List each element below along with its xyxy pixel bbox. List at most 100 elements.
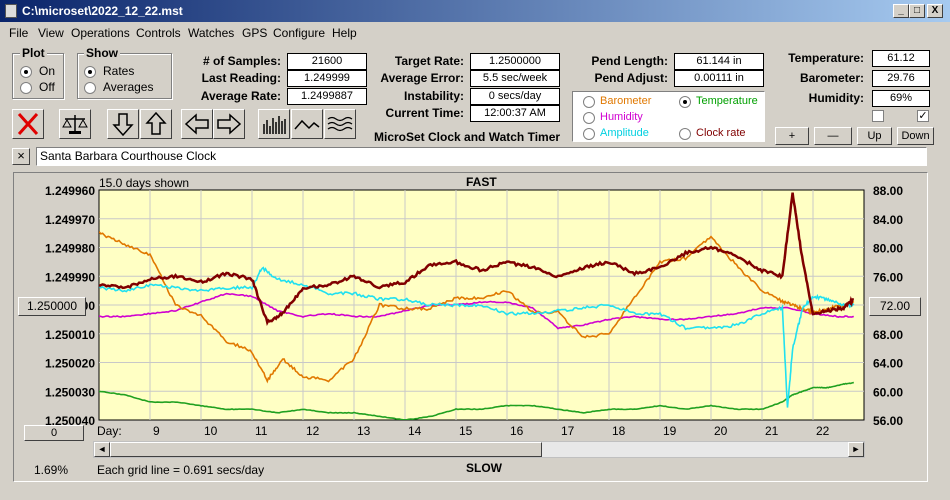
instability-label: Instability: <box>403 89 464 103</box>
scroll-thumb[interactable] <box>110 442 542 457</box>
average-rate-label: Average Rate: <box>200 89 281 103</box>
right-tick-label: 80.00 <box>873 242 903 256</box>
menu-watches[interactable]: Watches <box>188 26 235 40</box>
menu-operations[interactable]: Operations <box>71 26 130 40</box>
average-error-label: Average Error: <box>380 71 464 85</box>
balance-icon <box>62 115 88 134</box>
plot-on-label: On <box>39 64 56 78</box>
series-line-amplitude <box>99 266 855 408</box>
menu-gps[interactable]: GPS <box>242 26 268 40</box>
up-arrow-button[interactable] <box>140 109 172 139</box>
maximize-button[interactable]: □ <box>909 4 925 18</box>
last-reading-label: Last Reading: <box>201 71 281 85</box>
show-rates-radio[interactable] <box>84 66 96 78</box>
plot-off-radio[interactable] <box>20 82 32 94</box>
scale-minus-button[interactable]: — <box>814 127 852 145</box>
day-tick-label: 15 <box>459 424 473 438</box>
humidity-label: Humidity: <box>808 91 864 105</box>
scroll-left-button[interactable]: ◄ <box>94 442 110 457</box>
day-tick-label: 21 <box>765 424 779 438</box>
menu-configure[interactable]: Configure <box>273 26 326 40</box>
app-icon <box>5 4 17 18</box>
scroll-right-button[interactable]: ► <box>848 442 864 457</box>
series-barometer-radio[interactable] <box>583 96 595 108</box>
right-tick-label: 56.00 <box>873 414 903 428</box>
left-tick-label: 1.249960 <box>45 184 95 198</box>
current-time-label: Current Time: <box>385 106 464 120</box>
samples-field: 21600 <box>287 53 367 70</box>
day-tick-label: 13 <box>357 424 371 438</box>
balance-button[interactable] <box>59 109 91 139</box>
left-tick-label: 1.249970 <box>45 213 95 227</box>
temperature-field: 61.12 <box>872 50 930 67</box>
plot-on-radio[interactable] <box>20 66 32 78</box>
checkbox-2[interactable]: ✓ <box>917 110 929 122</box>
right-tick-label: 76.00 <box>873 270 903 284</box>
plot-off-label: Off <box>39 80 55 94</box>
time-scrollbar[interactable]: ◄ ► <box>93 441 865 458</box>
show-group-title: Show <box>84 46 120 60</box>
series-clockrate-label: Clock rate <box>696 127 746 139</box>
menu-view[interactable]: View <box>38 26 64 40</box>
scale-up-button[interactable]: Up <box>857 127 892 145</box>
barometer-field: 29.76 <box>872 70 930 87</box>
close-button[interactable]: X <box>927 4 943 18</box>
checkbox-1[interactable] <box>872 110 884 122</box>
show-averages-radio[interactable] <box>84 82 96 94</box>
series-clockrate-radio[interactable] <box>679 128 691 140</box>
series-amplitude-radio[interactable] <box>583 128 595 140</box>
day-tick-label: 20 <box>714 424 728 438</box>
left-tick-label: 1.250020 <box>45 357 95 371</box>
right-arrow-icon <box>217 113 242 135</box>
line-graph-button[interactable] <box>291 109 323 139</box>
series-temperature-radio[interactable] <box>679 96 691 108</box>
menu-help[interactable]: Help <box>332 26 357 40</box>
average-rate-field: 1.2499887 <box>287 88 367 105</box>
right-center-value[interactable]: 72.00 <box>869 297 921 316</box>
title-bar: C:\microset\2022_12_22.mst _ □ X <box>0 0 950 22</box>
fast-label: FAST <box>466 175 497 189</box>
scale-down-button[interactable]: Down <box>897 127 934 145</box>
up-arrow-icon <box>145 111 167 135</box>
slow-label: SLOW <box>466 461 502 475</box>
wave-graph-button[interactable] <box>324 109 356 139</box>
day-tick-label: 10 <box>204 424 218 438</box>
day-axis-label: Day: <box>97 424 122 438</box>
show-averages-label: Averages <box>103 80 154 94</box>
clock-name-input[interactable]: Santa Barbara Courthouse Clock <box>36 147 927 166</box>
bar-graph-button[interactable] <box>258 109 290 139</box>
stop-button[interactable] <box>12 109 44 139</box>
left-tick-label: 1.250040 <box>45 414 95 428</box>
menu-controls[interactable]: Controls <box>136 26 181 40</box>
series-amplitude-label: Amplitude <box>600 127 649 139</box>
samples-label: # of Samples: <box>202 54 281 68</box>
series-barometer-label: Barometer <box>600 95 652 107</box>
menu-file[interactable]: File <box>9 26 29 40</box>
left-tick-label: 1.249980 <box>45 242 95 256</box>
humidity-field: 69% <box>872 90 930 107</box>
right-arrow-button[interactable] <box>213 109 245 139</box>
stop-icon <box>17 112 39 136</box>
left-arrow-icon <box>184 113 209 135</box>
left-center-value[interactable]: 1.250000 <box>18 297 86 316</box>
zero-button[interactable]: 0 <box>24 425 84 441</box>
app-label: MicroSet Clock and Watch Timer <box>374 130 561 144</box>
series-humidity-radio[interactable] <box>583 112 595 124</box>
line-graph-icon <box>294 119 320 130</box>
day-tick-label: 22 <box>816 424 830 438</box>
left-tick-label: 1.250030 <box>45 385 95 399</box>
down-arrow-icon <box>112 113 134 137</box>
series-line-clock-rate <box>99 192 854 327</box>
scale-plus-button[interactable]: + <box>775 127 809 145</box>
down-arrow-button[interactable] <box>107 109 139 139</box>
days-shown-label: 15.0 days shown <box>99 176 190 190</box>
left-arrow-button[interactable] <box>181 109 213 139</box>
target-rate-field: 1.2500000 <box>470 53 560 70</box>
series-temperature-label: Temperature <box>696 95 758 107</box>
current-time-field: 12:00:37 AM <box>470 105 560 122</box>
minimize-button[interactable]: _ <box>893 4 909 18</box>
clear-clock-button[interactable]: × <box>12 148 30 165</box>
bar-graph-icon <box>263 116 286 134</box>
menu-bar: File View Operations Controls Watches GP… <box>0 22 950 42</box>
series-select-panel <box>572 91 765 142</box>
